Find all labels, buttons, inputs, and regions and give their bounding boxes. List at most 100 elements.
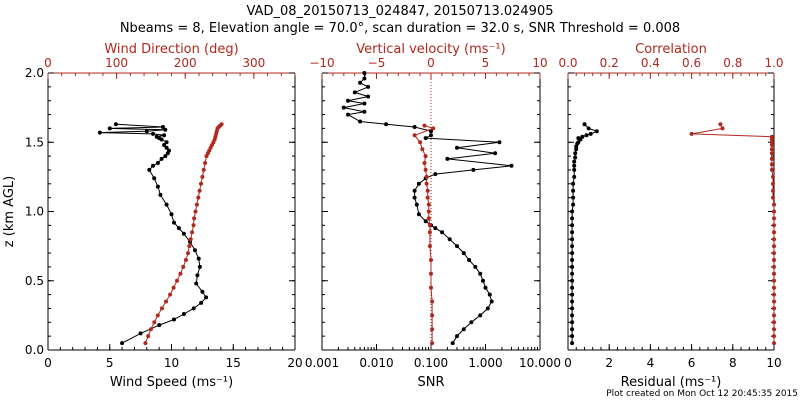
series-line-black bbox=[343, 73, 512, 344]
data-point bbox=[572, 163, 577, 168]
x-bottom-tick-label: 1.000 bbox=[468, 356, 502, 370]
data-point bbox=[197, 188, 202, 193]
data-point bbox=[772, 271, 776, 276]
data-point bbox=[772, 299, 776, 304]
data-point bbox=[366, 84, 371, 89]
data-point bbox=[416, 181, 421, 186]
x-bottom-tick-label: 4 bbox=[647, 356, 655, 370]
x-top-tick-label: 0.2 bbox=[600, 56, 619, 70]
data-point bbox=[201, 167, 206, 172]
data-point bbox=[418, 140, 423, 145]
y-tick-label: 1.5 bbox=[25, 135, 44, 149]
data-point bbox=[366, 94, 371, 99]
data-point bbox=[412, 125, 417, 129]
x-top-tick-label: 100 bbox=[105, 56, 128, 70]
x-top-tick-label: 5 bbox=[482, 56, 490, 70]
x-bottom-tick-label: 2 bbox=[605, 356, 613, 370]
data-point bbox=[169, 212, 174, 217]
data-point bbox=[148, 327, 153, 332]
data-point bbox=[427, 244, 432, 249]
x-bottom-tick-label: 10 bbox=[164, 356, 179, 370]
data-point bbox=[570, 306, 575, 311]
data-point bbox=[423, 154, 428, 159]
data-point bbox=[154, 134, 159, 139]
data-point bbox=[352, 90, 357, 95]
data-point bbox=[412, 133, 417, 138]
data-point bbox=[178, 271, 183, 276]
data-point bbox=[570, 264, 575, 269]
data-point bbox=[445, 156, 450, 161]
data-point bbox=[571, 188, 576, 193]
data-point bbox=[429, 129, 433, 134]
data-point bbox=[580, 134, 585, 139]
x-bottom-tick-label: 10 bbox=[766, 356, 781, 370]
data-point bbox=[461, 327, 466, 332]
data-point bbox=[478, 271, 483, 276]
data-point bbox=[570, 285, 575, 290]
data-point bbox=[151, 163, 155, 168]
data-point bbox=[181, 312, 186, 316]
data-point bbox=[155, 161, 160, 165]
data-point bbox=[430, 327, 435, 332]
data-point bbox=[689, 131, 694, 136]
data-point bbox=[594, 129, 599, 134]
data-point bbox=[576, 136, 581, 141]
data-point bbox=[167, 148, 171, 153]
data-point bbox=[188, 237, 193, 242]
x-bottom-tick-label: 0 bbox=[564, 356, 572, 370]
x-top-tick-label: 0 bbox=[44, 56, 52, 70]
x-bottom-tick-label: 6 bbox=[688, 356, 696, 370]
figure-title: VAD_08_20150713_024847, 20150713.024905 bbox=[247, 4, 554, 19]
data-point bbox=[718, 122, 723, 127]
data-point bbox=[772, 320, 776, 325]
data-point bbox=[455, 334, 459, 339]
data-point bbox=[772, 258, 776, 262]
x-top-tick-label: 300 bbox=[242, 56, 265, 70]
data-point bbox=[772, 244, 776, 249]
data-point bbox=[155, 313, 160, 318]
data-point bbox=[195, 273, 200, 278]
data-point bbox=[771, 181, 775, 186]
data-point bbox=[570, 230, 575, 235]
x-bottom-tick-label: 15 bbox=[226, 356, 241, 370]
x-top-axis-label: Vertical velocity (ms⁻¹) bbox=[356, 42, 505, 57]
data-point bbox=[412, 195, 417, 200]
data-point bbox=[341, 105, 346, 110]
data-point bbox=[120, 341, 125, 346]
data-point bbox=[200, 174, 205, 179]
data-point bbox=[570, 327, 575, 332]
data-point bbox=[152, 176, 157, 181]
data-point bbox=[430, 341, 435, 346]
y-axis-label: z (km AGL) bbox=[2, 176, 17, 247]
data-point bbox=[769, 140, 774, 145]
x-bottom-tick-label: 20 bbox=[287, 356, 302, 370]
data-point bbox=[489, 299, 494, 304]
data-point bbox=[181, 264, 186, 269]
data-point bbox=[426, 209, 431, 214]
data-point bbox=[473, 264, 478, 269]
data-point bbox=[424, 181, 429, 186]
data-point bbox=[478, 313, 483, 318]
panel-2: 0.001 0.010 0.100 1.000 10.000 SNR −10 −5 0 5 10 Ve… bbox=[305, 42, 561, 390]
x-top-tick-label: 0.8 bbox=[723, 56, 742, 70]
data-point bbox=[430, 313, 435, 318]
data-point bbox=[358, 119, 363, 124]
data-point bbox=[433, 172, 438, 177]
data-point bbox=[573, 155, 578, 160]
data-point bbox=[190, 230, 195, 235]
data-point bbox=[425, 188, 430, 193]
data-point bbox=[183, 258, 188, 262]
data-point bbox=[574, 147, 579, 152]
data-point bbox=[769, 147, 774, 152]
data-point bbox=[424, 174, 429, 179]
x-bottom-tick-label: 10.000 bbox=[519, 356, 561, 370]
data-point bbox=[164, 145, 169, 150]
data-point bbox=[493, 151, 498, 156]
data-point bbox=[769, 156, 774, 161]
series-line-red bbox=[413, 125, 435, 344]
data-point bbox=[582, 122, 587, 127]
data-point bbox=[570, 334, 575, 339]
data-point bbox=[467, 258, 472, 262]
x-top-tick-label: 200 bbox=[174, 56, 197, 70]
